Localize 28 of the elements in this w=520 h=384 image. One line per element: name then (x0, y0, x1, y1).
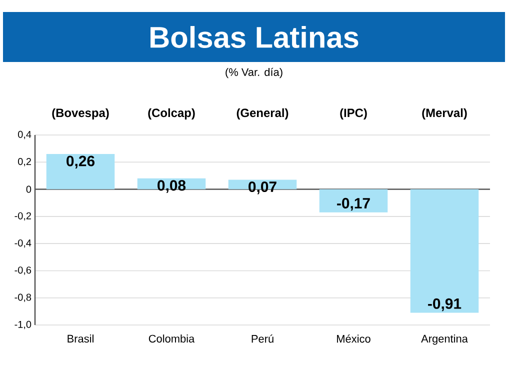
text: (Colcap) (148, 108, 195, 120)
data-label: 0,26 (66, 156, 94, 168)
y-tick-label: 0 (26, 186, 32, 193)
bar (46, 154, 115, 190)
data-label: 0,08 (158, 180, 186, 193)
y-tick-label: -0,4 (14, 239, 32, 248)
y-tick-label: -1,0 (14, 320, 32, 330)
bar (319, 189, 388, 212)
data-label: -0,91 (428, 298, 462, 312)
x-tick-label: Perú (252, 334, 274, 343)
chart-title: Bolsas Latinas (150, 26, 358, 48)
data-label: 0,07 (248, 181, 276, 194)
data-label: -0,17 (337, 198, 370, 211)
y-tick-label: 0,2 (18, 158, 31, 166)
x-tick-label: Brasil (68, 334, 94, 343)
y-tick-label: -0,6 (14, 266, 32, 275)
x-tick-label: Colombia (148, 334, 195, 343)
text: (IPC) (340, 108, 367, 120)
bar (410, 189, 479, 313)
y-tick-label: -0,8 (14, 294, 32, 302)
x-tick-label: Argentina (421, 334, 468, 345)
chart-subtitle: (% Var. día) (226, 68, 282, 78)
text: (General) (236, 108, 288, 120)
y-tick-label: -0,2 (14, 212, 31, 221)
x-tick-label: México (337, 334, 370, 343)
text: (Bovespa) (52, 108, 109, 120)
y-tick-label: 0,4 (18, 130, 32, 140)
text: (Merval) (422, 108, 467, 120)
